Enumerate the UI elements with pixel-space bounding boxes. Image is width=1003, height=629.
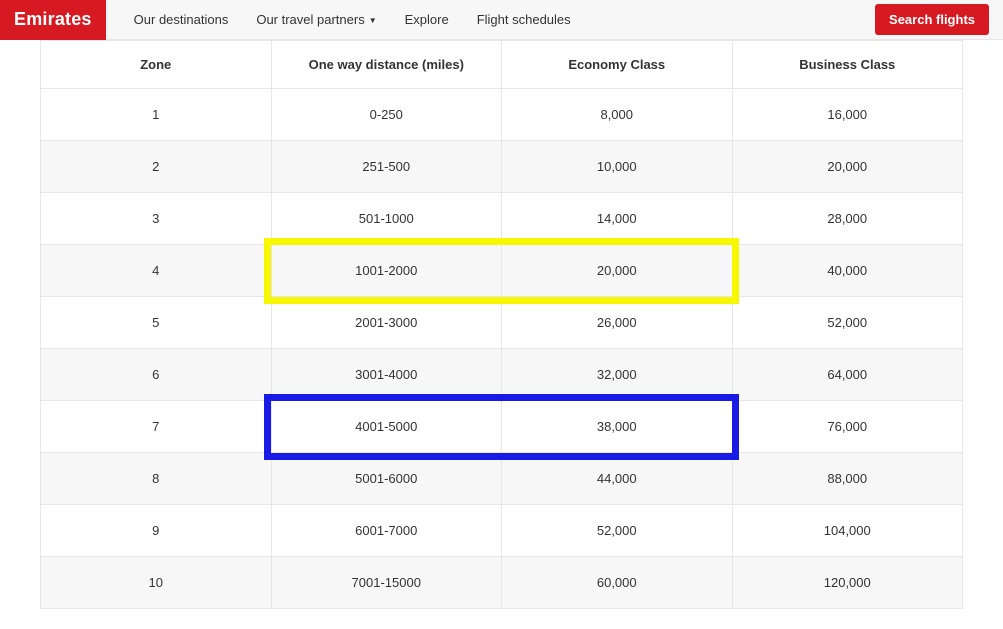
nav-item-explore[interactable]: Explore	[405, 12, 449, 27]
table-cell: 6	[41, 349, 272, 401]
highlight-box	[264, 238, 739, 304]
top-bar: Emirates Our destinations Our travel part…	[0, 0, 1003, 40]
table-cell: 2	[41, 141, 272, 193]
table-cell: 16,000	[732, 89, 963, 141]
table-cell: 251-500	[271, 141, 502, 193]
table-cell: 120,000	[732, 557, 963, 609]
table-row: 85001-600044,00088,000	[41, 453, 963, 505]
table-cell: 28,000	[732, 193, 963, 245]
table-row: 10-2508,00016,000	[41, 89, 963, 141]
table-cell: 60,000	[502, 557, 733, 609]
table-row: 96001-700052,000104,000	[41, 505, 963, 557]
table-cell: 10	[41, 557, 272, 609]
table-row: 2251-50010,00020,000	[41, 141, 963, 193]
nav-item-label: Our destinations	[134, 12, 229, 27]
table-cell: 6001-7000	[271, 505, 502, 557]
table-cell: 26,000	[502, 297, 733, 349]
primary-nav: Our destinations Our travel partners ▼ Expl…	[106, 12, 875, 27]
table-cell: 0-250	[271, 89, 502, 141]
table-cell: 5	[41, 297, 272, 349]
nav-item-our-travel-partners[interactable]: Our travel partners ▼	[256, 12, 376, 27]
table-cell: 20,000	[732, 141, 963, 193]
zone-table: ZoneOne way distance (miles)Economy Clas…	[40, 40, 963, 609]
table-cell: 52,000	[732, 297, 963, 349]
table-cell: 10,000	[502, 141, 733, 193]
table-cell: 7	[41, 401, 272, 453]
column-header: Business Class	[732, 41, 963, 89]
table-cell: 52,000	[502, 505, 733, 557]
table-cell: 76,000	[732, 401, 963, 453]
table-cell: 2001-3000	[271, 297, 502, 349]
column-header: Zone	[41, 41, 272, 89]
table-cell: 8	[41, 453, 272, 505]
search-flights-button[interactable]: Search flights	[875, 4, 989, 35]
table-cell: 7001-15000	[271, 557, 502, 609]
table-cell: 1	[41, 89, 272, 141]
table-cell: 3	[41, 193, 272, 245]
table-cell: 104,000	[732, 505, 963, 557]
table-cell: 44,000	[502, 453, 733, 505]
table-container: ZoneOne way distance (miles)Economy Clas…	[0, 40, 1003, 629]
table-row: 107001-1500060,000120,000	[41, 557, 963, 609]
nav-item-label: Flight schedules	[477, 12, 571, 27]
table-cell: 9	[41, 505, 272, 557]
table-head: ZoneOne way distance (miles)Economy Clas…	[41, 41, 963, 89]
table-row: 52001-300026,00052,000	[41, 297, 963, 349]
nav-item-label: Explore	[405, 12, 449, 27]
column-header: Economy Class	[502, 41, 733, 89]
table-cell: 5001-6000	[271, 453, 502, 505]
nav-item-flight-schedules[interactable]: Flight schedules	[477, 12, 571, 27]
nav-item-label: Our travel partners	[256, 12, 364, 27]
column-header: One way distance (miles)	[271, 41, 502, 89]
table-cell: 88,000	[732, 453, 963, 505]
table-cell: 40,000	[732, 245, 963, 297]
nav-item-our-destinations[interactable]: Our destinations	[134, 12, 229, 27]
table-cell: 8,000	[502, 89, 733, 141]
table-header-row: ZoneOne way distance (miles)Economy Clas…	[41, 41, 963, 89]
table-cell: 4	[41, 245, 272, 297]
highlight-box	[264, 394, 739, 460]
content-area: ZoneOne way distance (miles)Economy Clas…	[0, 40, 1003, 629]
brand-logo[interactable]: Emirates	[0, 0, 106, 40]
chevron-down-icon: ▼	[369, 16, 377, 25]
table-cell: 64,000	[732, 349, 963, 401]
table-body: 10-2508,00016,0002251-50010,00020,000350…	[41, 89, 963, 609]
